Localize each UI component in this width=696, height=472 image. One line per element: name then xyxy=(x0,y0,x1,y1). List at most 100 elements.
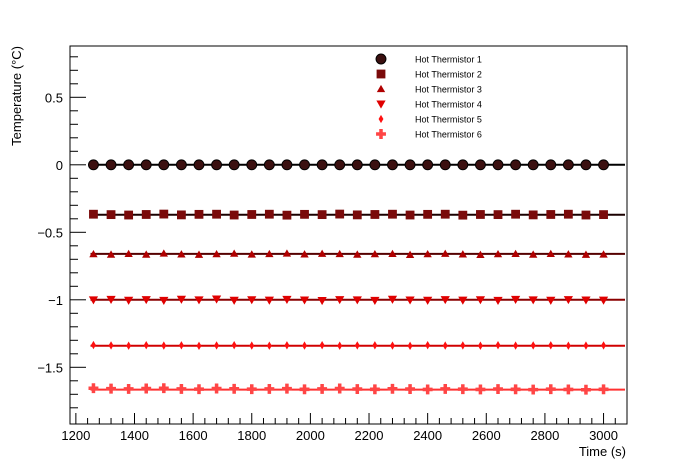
data-point xyxy=(599,250,608,258)
data-point xyxy=(211,383,222,394)
data-point xyxy=(442,341,448,350)
legend: Hot Thermistor 1 Hot Thermistor 2 Hot Ther… xyxy=(375,53,482,140)
data-point xyxy=(300,209,309,219)
data-point xyxy=(158,383,169,394)
data-point xyxy=(141,383,152,394)
legend-label: Hot Thermistor 5 xyxy=(415,115,482,125)
data-point xyxy=(493,296,503,305)
data-point xyxy=(299,159,310,171)
data-point xyxy=(317,297,327,306)
data-point xyxy=(264,296,274,305)
data-point xyxy=(246,159,258,171)
data-point xyxy=(352,384,363,394)
data-point xyxy=(194,296,204,305)
data-point xyxy=(527,159,539,171)
legend-marker xyxy=(375,53,387,65)
data-point xyxy=(422,384,433,395)
data-point xyxy=(581,296,591,305)
data-point xyxy=(564,250,573,258)
data-point xyxy=(161,341,167,350)
data-point xyxy=(405,384,416,394)
x-tick-label: 1400 xyxy=(120,428,149,443)
data-point xyxy=(598,384,609,395)
data-point xyxy=(124,296,134,305)
data-point xyxy=(581,384,591,395)
data-point xyxy=(528,384,539,395)
y-axis-label: Temperature (°C) xyxy=(9,46,24,146)
data-point xyxy=(282,295,292,305)
data-point xyxy=(178,341,184,350)
x-axis-label: Time (s) xyxy=(579,444,626,459)
data-point xyxy=(229,383,240,394)
data-point xyxy=(457,384,468,395)
data-point xyxy=(175,159,187,171)
data-point xyxy=(510,295,521,305)
data-point xyxy=(158,159,170,171)
data-point xyxy=(281,383,292,394)
data-point xyxy=(337,341,343,350)
data-point xyxy=(123,159,135,171)
legend-marker xyxy=(376,84,386,93)
data-point xyxy=(476,210,485,219)
data-point xyxy=(422,159,434,171)
legend-label: Hot Thermistor 4 xyxy=(415,100,482,110)
data-point xyxy=(405,296,415,305)
data-point xyxy=(193,159,205,171)
data-point xyxy=(601,341,606,350)
data-point xyxy=(126,341,132,350)
data-point xyxy=(440,296,450,305)
data-point xyxy=(492,159,504,171)
data-point xyxy=(529,250,538,258)
data-point xyxy=(511,209,520,219)
data-point xyxy=(246,384,257,395)
data-point xyxy=(405,250,415,258)
data-point xyxy=(458,250,468,258)
data-point xyxy=(528,210,538,220)
data-point xyxy=(581,210,591,220)
x-tick-label: 2400 xyxy=(413,428,442,443)
data-point xyxy=(475,384,486,395)
data-point xyxy=(302,341,307,350)
data-point xyxy=(143,340,149,350)
x-tick-label: 1200 xyxy=(61,428,90,443)
data-point xyxy=(562,159,574,171)
data-point xyxy=(108,341,114,350)
y-axis: −1.5 −1 −0.5 0 0.5 xyxy=(37,56,86,409)
x-tick-label: 1600 xyxy=(179,428,208,443)
data-point xyxy=(142,250,151,258)
data-point xyxy=(565,341,571,350)
data-point xyxy=(196,341,202,351)
data-point xyxy=(493,249,503,258)
data-point xyxy=(284,341,290,350)
data-point xyxy=(176,295,187,304)
y-tick-label: 0.5 xyxy=(45,90,63,105)
data-point xyxy=(141,210,151,219)
data-point xyxy=(105,159,117,171)
data-point xyxy=(440,383,451,394)
data-point xyxy=(457,159,469,171)
data-point xyxy=(88,383,99,394)
data-point xyxy=(177,210,186,220)
data-point xyxy=(598,159,609,171)
data-point xyxy=(511,249,520,258)
data-point xyxy=(247,210,257,219)
data-point xyxy=(390,341,395,350)
data-point xyxy=(351,159,363,171)
data-point xyxy=(229,249,239,257)
data-point xyxy=(89,249,98,258)
data-point xyxy=(476,250,485,258)
data-point xyxy=(334,159,346,171)
data-point xyxy=(478,341,483,350)
data-point xyxy=(405,210,415,220)
data-point xyxy=(247,296,257,305)
data-point xyxy=(423,249,432,258)
data-point xyxy=(404,159,416,171)
data-point xyxy=(546,210,556,219)
data-point xyxy=(387,159,398,171)
data-point xyxy=(159,249,168,257)
data-point xyxy=(545,159,557,171)
data-point xyxy=(441,249,450,257)
y-tick-label: −1.5 xyxy=(37,360,63,375)
x-tick-label: 2800 xyxy=(530,428,559,443)
